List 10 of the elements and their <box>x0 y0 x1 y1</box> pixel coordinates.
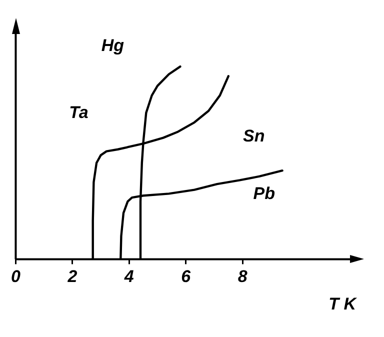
x-tick-label: 2 <box>66 267 78 286</box>
annotation: Pb <box>253 184 275 204</box>
text: Hg <box>101 36 125 56</box>
x-axis-title: T K <box>328 294 358 314</box>
annotation: Ta <box>69 103 88 122</box>
x-tick-label: 6 <box>181 267 192 286</box>
x-tick-label: 0 <box>10 267 21 286</box>
x-tick-label: 8 <box>238 267 248 286</box>
annotation: Sn <box>243 126 265 146</box>
x-tick-label: 4 <box>123 267 134 286</box>
